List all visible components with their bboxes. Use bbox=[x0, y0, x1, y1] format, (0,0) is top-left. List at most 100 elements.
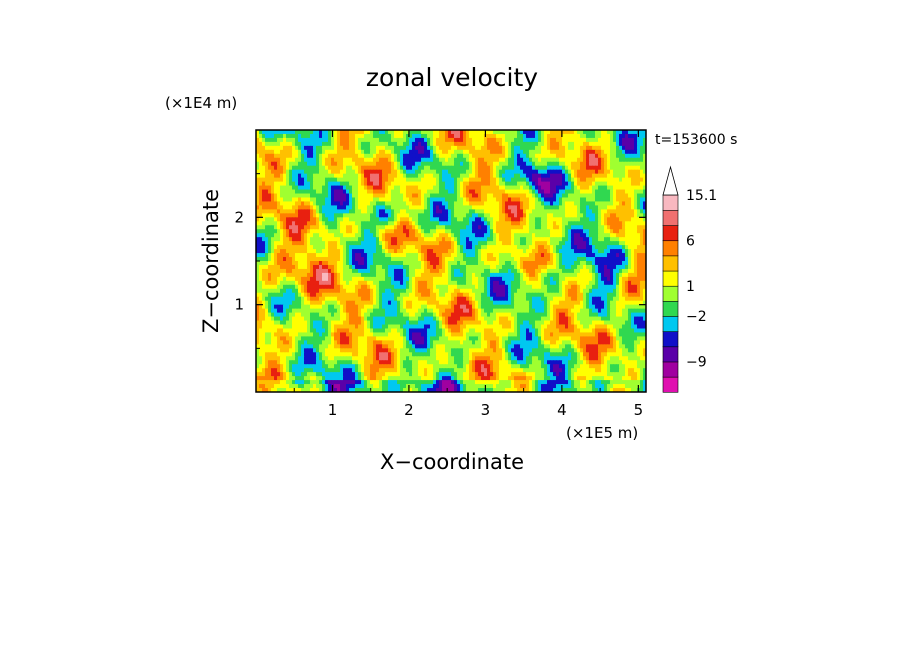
field-cell bbox=[523, 153, 527, 159]
field-cell bbox=[334, 149, 338, 155]
field-cell bbox=[475, 268, 479, 274]
field-cell bbox=[298, 241, 302, 246]
field-cell bbox=[574, 133, 578, 139]
field-cell bbox=[364, 272, 368, 278]
field-cell bbox=[334, 181, 338, 187]
field-cell bbox=[469, 181, 473, 187]
field-cell bbox=[634, 137, 638, 143]
field-cell bbox=[367, 264, 371, 270]
field-cell bbox=[331, 197, 335, 203]
field-cell bbox=[355, 225, 359, 230]
field-cell bbox=[517, 213, 521, 218]
field-cell bbox=[550, 209, 554, 214]
field-cell bbox=[547, 264, 551, 270]
field-cell bbox=[298, 225, 302, 230]
field-cell bbox=[394, 173, 398, 179]
field-cell bbox=[529, 137, 533, 143]
field-cell bbox=[595, 161, 599, 167]
field-cell bbox=[301, 221, 305, 226]
field-cell bbox=[265, 225, 269, 230]
field-cell bbox=[511, 137, 515, 143]
field-cell bbox=[529, 209, 533, 214]
field-cell bbox=[295, 257, 299, 262]
field-cell bbox=[361, 280, 365, 286]
field-cell bbox=[616, 149, 620, 155]
field-cell bbox=[592, 237, 596, 242]
field-cell bbox=[436, 253, 440, 258]
field-cell bbox=[271, 272, 275, 278]
field-cell bbox=[526, 197, 530, 203]
field-cell bbox=[412, 268, 416, 274]
field-cell bbox=[463, 245, 467, 250]
field-cell bbox=[286, 268, 290, 274]
field-cell bbox=[379, 213, 383, 218]
field-cell bbox=[316, 217, 320, 222]
field-cell bbox=[631, 253, 635, 258]
field-cell bbox=[622, 253, 626, 258]
field-cell bbox=[541, 221, 545, 226]
field-cell bbox=[397, 141, 401, 147]
field-cell bbox=[607, 229, 611, 234]
field-cell bbox=[610, 245, 614, 250]
field-cell bbox=[472, 157, 476, 163]
field-cell bbox=[643, 153, 646, 159]
field-cell bbox=[373, 213, 377, 218]
field-cell bbox=[367, 185, 371, 191]
field-cell bbox=[487, 177, 491, 183]
field-cell bbox=[580, 205, 584, 210]
field-cell bbox=[403, 276, 407, 282]
field-cell bbox=[628, 153, 632, 159]
field-cell bbox=[565, 137, 569, 143]
field-cell bbox=[511, 153, 515, 159]
field-cell bbox=[463, 185, 467, 191]
field-cell bbox=[529, 201, 533, 207]
field-cell bbox=[301, 149, 305, 155]
field-cell bbox=[559, 153, 563, 159]
field-cell bbox=[634, 225, 638, 230]
field-cell bbox=[406, 229, 410, 234]
field-cell bbox=[262, 157, 266, 163]
field-cell bbox=[313, 149, 317, 155]
field-cell bbox=[430, 145, 434, 151]
field-cell bbox=[427, 245, 431, 250]
field-cell bbox=[469, 249, 473, 254]
field-cell bbox=[409, 264, 413, 270]
field-cell bbox=[394, 197, 398, 203]
field-cell bbox=[631, 193, 635, 199]
field-cell bbox=[406, 181, 410, 187]
field-cell bbox=[619, 229, 623, 234]
field-cell bbox=[481, 241, 485, 246]
field-cell bbox=[622, 261, 626, 266]
field-cell bbox=[337, 276, 341, 282]
field-cell bbox=[283, 249, 287, 254]
field-cell bbox=[604, 177, 608, 183]
field-cell bbox=[571, 133, 575, 139]
field-cell bbox=[262, 268, 266, 274]
field-cell bbox=[571, 245, 575, 250]
field-cell bbox=[307, 261, 311, 266]
field-cell bbox=[631, 241, 635, 246]
field-cell bbox=[262, 280, 266, 286]
field-cell bbox=[487, 261, 491, 266]
field-cell bbox=[343, 185, 347, 191]
field-cell bbox=[604, 149, 608, 155]
field-cell bbox=[625, 257, 629, 262]
field-cell bbox=[523, 264, 527, 270]
field-cell bbox=[277, 141, 281, 147]
field-cell bbox=[442, 276, 446, 282]
field-cell bbox=[316, 157, 320, 163]
field-cell bbox=[355, 268, 359, 274]
field-cell bbox=[622, 268, 626, 274]
field-cell bbox=[355, 189, 359, 195]
field-cell bbox=[304, 189, 308, 195]
field-cell bbox=[277, 249, 281, 254]
field-cell bbox=[397, 221, 401, 226]
field-cell bbox=[301, 257, 305, 262]
field-cell bbox=[265, 261, 269, 266]
field-cell bbox=[382, 249, 386, 254]
field-cell bbox=[640, 165, 644, 171]
field-cell bbox=[574, 169, 578, 175]
field-cell bbox=[568, 141, 572, 147]
field-cell bbox=[361, 185, 365, 191]
field-cell bbox=[487, 221, 491, 226]
